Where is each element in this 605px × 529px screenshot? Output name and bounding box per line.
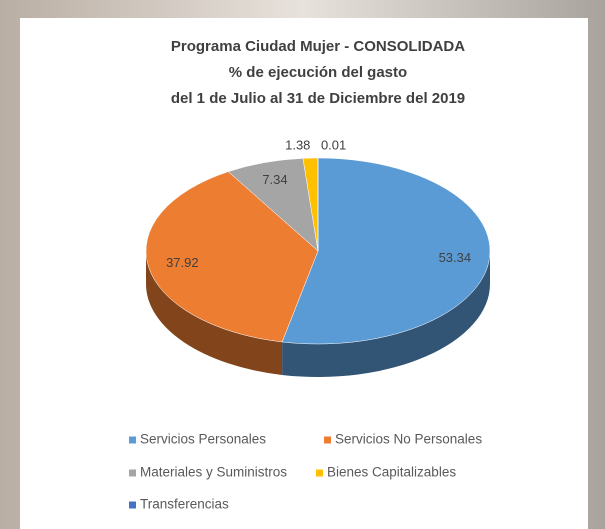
chart-title: Programa Ciudad Mujer - CONSOLIDADA xyxy=(171,38,465,55)
legend-label: Materiales y Suministros xyxy=(140,465,287,480)
legend-label: Bienes Capitalizables xyxy=(327,465,456,480)
legend-label: Transferencias xyxy=(140,497,229,512)
chart-title: % de ejecución del gasto xyxy=(229,64,407,81)
legend-label: Servicios Personales xyxy=(140,432,266,447)
page: {"chart_data": {"type": "pie3d", "title"… xyxy=(0,0,605,529)
data-label: 7.34 xyxy=(262,172,287,187)
legend-swatch xyxy=(324,437,331,444)
legend-swatch xyxy=(129,470,136,477)
chart: Programa Ciudad Mujer - CONSOLIDADA % de… xyxy=(0,0,605,529)
legend-swatch xyxy=(129,437,136,444)
legend-label: Servicios No Personales xyxy=(335,432,482,447)
legend-swatch xyxy=(316,470,323,477)
data-label: 1.38 xyxy=(285,137,310,152)
data-label: 53.34 xyxy=(439,250,472,265)
legend-swatch xyxy=(129,502,136,509)
data-label: 0.01 xyxy=(321,137,346,152)
data-label: 37.92 xyxy=(166,255,199,270)
chart-title: del 1 de Julio al 31 de Diciembre del 20… xyxy=(171,90,465,107)
